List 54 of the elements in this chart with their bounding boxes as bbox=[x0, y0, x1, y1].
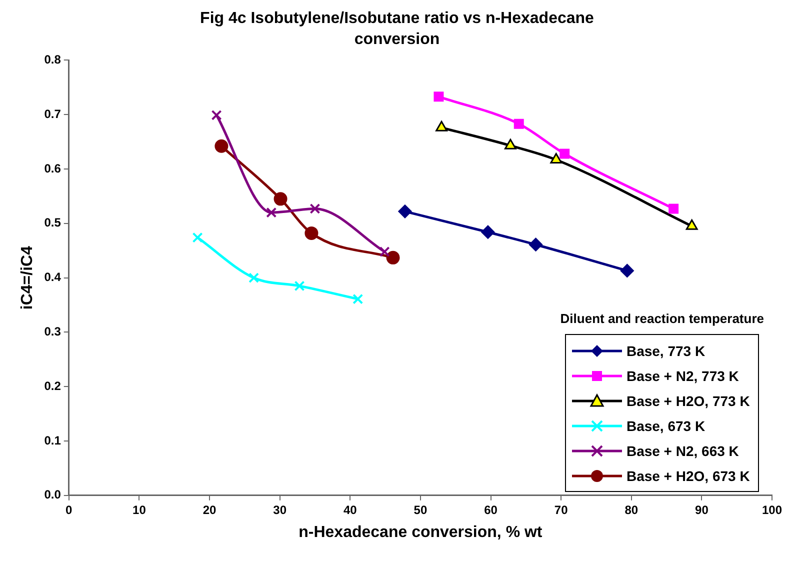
x-axis-title: n-Hexadecane conversion, % wt bbox=[298, 524, 543, 541]
point bbox=[294, 280, 305, 292]
legend-label: Base + H2O, 773 K bbox=[626, 392, 750, 408]
y-tick-label: 0.2 bbox=[44, 378, 62, 393]
x-tick-label: 0 bbox=[66, 502, 73, 517]
x-tick-label: 50 bbox=[414, 502, 428, 517]
x-tick-label: 90 bbox=[695, 502, 709, 517]
point bbox=[686, 219, 698, 230]
y-tick-label: 0.7 bbox=[44, 106, 62, 121]
point bbox=[248, 272, 260, 284]
point bbox=[214, 139, 228, 153]
point bbox=[192, 232, 203, 243]
x-tick-label: 80 bbox=[624, 502, 638, 517]
point bbox=[274, 192, 288, 206]
point bbox=[481, 225, 495, 239]
point bbox=[434, 92, 444, 102]
y-axis-title: iC4=/iC4 bbox=[19, 246, 36, 310]
legend-title: Diluent and reaction temperature bbox=[560, 311, 764, 326]
point bbox=[504, 138, 516, 150]
x-tick-label: 30 bbox=[273, 502, 287, 517]
y-tick-label: 0.6 bbox=[44, 161, 62, 176]
x-tick-label: 60 bbox=[484, 502, 498, 517]
legend-label: Base + H2O, 673 K bbox=[626, 468, 750, 484]
point bbox=[668, 204, 679, 214]
point bbox=[386, 250, 400, 264]
point bbox=[436, 120, 448, 132]
x-tick-label: 10 bbox=[132, 502, 146, 517]
x-tick-label: 70 bbox=[554, 502, 568, 517]
point bbox=[266, 207, 277, 218]
y-tick-label: 0.0 bbox=[44, 488, 62, 502]
point bbox=[398, 204, 412, 218]
point bbox=[550, 153, 562, 164]
point bbox=[620, 264, 634, 278]
point bbox=[352, 294, 364, 304]
y-tick-label: 0.5 bbox=[44, 216, 62, 230]
y-tick-label: 0.1 bbox=[44, 433, 62, 448]
x-tick-label: 40 bbox=[343, 502, 358, 517]
legend-label: Base, 773 K bbox=[626, 342, 706, 358]
point bbox=[379, 246, 390, 257]
chart-title: Fig 4c Isobutylene/Isobutane ratio vs n-Hexadecane conversion bbox=[199, 9, 595, 50]
point bbox=[304, 226, 318, 240]
x-tick-label: 20 bbox=[202, 502, 216, 517]
y-tick-label: 0.3 bbox=[44, 324, 62, 339]
point bbox=[514, 118, 524, 129]
point bbox=[310, 203, 320, 214]
legend-label: Base + N2, 663 K bbox=[626, 442, 739, 458]
x-tick-label: 100 bbox=[762, 502, 782, 517]
y-tick-label: 0.4 bbox=[44, 270, 62, 284]
legend-label: Base, 673 K bbox=[626, 418, 706, 434]
point bbox=[560, 148, 570, 159]
legend-label: Base + N2, 773 K bbox=[626, 368, 739, 384]
y-tick-label: 0.8 bbox=[44, 52, 62, 67]
point bbox=[529, 238, 542, 252]
point bbox=[211, 110, 222, 120]
